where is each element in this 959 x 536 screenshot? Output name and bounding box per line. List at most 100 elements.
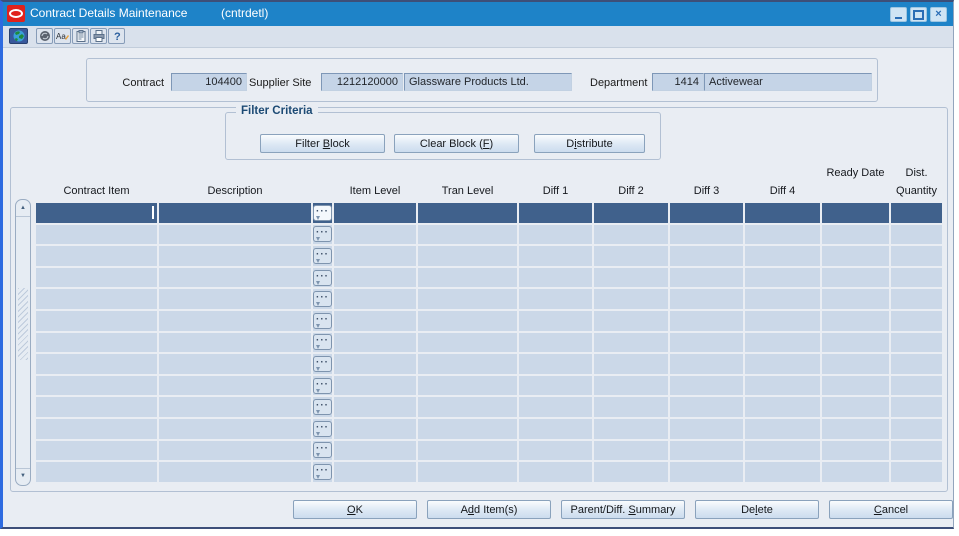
table-cell-description[interactable] — [159, 440, 311, 461]
table-cell-comment[interactable] — [313, 267, 332, 288]
table-cell-item-level[interactable] — [334, 310, 416, 331]
table-row[interactable] — [36, 267, 942, 288]
table-cell-contract-item[interactable] — [36, 440, 157, 461]
table-cell-dist-quantity[interactable] — [891, 332, 942, 353]
table-cell-diff-1[interactable] — [519, 440, 592, 461]
table-row[interactable] — [36, 375, 942, 396]
ok-button[interactable]: OK — [293, 500, 417, 519]
table-cell-diff-4[interactable] — [745, 267, 820, 288]
table-cell-description[interactable] — [159, 246, 311, 266]
table-cell-diff-1[interactable] — [519, 397, 592, 417]
table-cell-dist-quantity[interactable] — [891, 246, 942, 266]
table-cell-diff-2[interactable] — [594, 440, 668, 461]
parent-diff-summary-button[interactable]: Parent/Diff. Summary — [561, 500, 685, 519]
table-cell-ready-date[interactable] — [822, 224, 889, 245]
table-cell-diff-4[interactable] — [745, 332, 820, 353]
table-cell-ready-date[interactable] — [822, 203, 889, 223]
table-row[interactable] — [36, 332, 942, 353]
table-cell-comment[interactable] — [313, 332, 332, 353]
table-cell-diff-2[interactable] — [594, 462, 668, 482]
table-cell-dist-quantity[interactable] — [891, 375, 942, 396]
table-cell-diff-3[interactable] — [670, 354, 743, 374]
clear-block-button[interactable]: Clear Block (F) — [394, 134, 519, 153]
cancel-button[interactable]: Cancel — [829, 500, 953, 519]
supplier-site-name-field[interactable]: Glassware Products Ltd. — [404, 73, 572, 91]
table-cell-item-level[interactable] — [334, 224, 416, 245]
table-cell-tran-level[interactable] — [418, 397, 517, 417]
table-row[interactable] — [36, 354, 942, 374]
table-row[interactable] — [36, 397, 942, 417]
table-cell-diff-4[interactable] — [745, 375, 820, 396]
table-cell-diff-2[interactable] — [594, 418, 668, 439]
table-cell-item-level[interactable] — [334, 289, 416, 309]
table-cell-description[interactable] — [159, 289, 311, 309]
table-cell-diff-2[interactable] — [594, 354, 668, 374]
comment-bubble-icon[interactable] — [313, 377, 332, 394]
department-field[interactable]: 1414 — [652, 73, 704, 91]
table-cell-dist-quantity[interactable] — [891, 440, 942, 461]
table-cell-item-level[interactable] — [334, 462, 416, 482]
table-cell-item-level[interactable] — [334, 440, 416, 461]
table-cell-item-level[interactable] — [334, 418, 416, 439]
clipboard-icon[interactable] — [72, 28, 89, 44]
table-cell-contract-item[interactable] — [36, 354, 157, 374]
table-cell-ready-date[interactable] — [822, 375, 889, 396]
table-cell-item-level[interactable] — [334, 332, 416, 353]
table-cell-diff-1[interactable] — [519, 462, 592, 482]
table-cell-comment[interactable] — [313, 462, 332, 482]
table-cell-dist-quantity[interactable] — [891, 418, 942, 439]
table-cell-item-level[interactable] — [334, 203, 416, 223]
table-cell-diff-3[interactable] — [670, 462, 743, 482]
table-cell-comment[interactable] — [313, 289, 332, 309]
table-cell-description[interactable] — [159, 267, 311, 288]
table-cell-diff-2[interactable] — [594, 332, 668, 353]
table-cell-dist-quantity[interactable] — [891, 354, 942, 374]
comment-bubble-icon[interactable] — [313, 399, 332, 416]
table-cell-diff-1[interactable] — [519, 246, 592, 266]
comment-bubble-icon[interactable] — [313, 442, 332, 459]
table-cell-diff-1[interactable] — [519, 418, 592, 439]
table-cell-diff-3[interactable] — [670, 203, 743, 223]
table-cell-tran-level[interactable] — [418, 203, 517, 223]
table-cell-tran-level[interactable] — [418, 246, 517, 266]
table-cell-diff-4[interactable] — [745, 203, 820, 223]
table-cell-contract-item[interactable] — [36, 203, 157, 223]
table-cell-comment[interactable] — [313, 224, 332, 245]
table-cell-tran-level[interactable] — [418, 224, 517, 245]
table-cell-description[interactable] — [159, 354, 311, 374]
close-button[interactable]: × — [930, 7, 947, 22]
table-cell-comment[interactable] — [313, 354, 332, 374]
scroll-up-icon[interactable]: ▲ — [16, 201, 30, 217]
table-row[interactable] — [36, 440, 942, 461]
filter-block-button[interactable]: Filter Block — [260, 134, 385, 153]
table-cell-description[interactable] — [159, 375, 311, 396]
table-cell-description[interactable] — [159, 310, 311, 331]
table-cell-comment[interactable] — [313, 418, 332, 439]
table-cell-tran-level[interactable] — [418, 332, 517, 353]
table-cell-diff-3[interactable] — [670, 397, 743, 417]
table-cell-contract-item[interactable] — [36, 310, 157, 331]
table-cell-diff-3[interactable] — [670, 418, 743, 439]
table-cell-item-level[interactable] — [334, 267, 416, 288]
minimize-button[interactable] — [890, 7, 907, 22]
table-scrollbar[interactable]: ▲ ▼ — [15, 199, 31, 486]
table-cell-diff-4[interactable] — [745, 310, 820, 331]
table-cell-ready-date[interactable] — [822, 397, 889, 417]
table-cell-diff-1[interactable] — [519, 203, 592, 223]
table-row[interactable] — [36, 418, 942, 439]
table-cell-tran-level[interactable] — [418, 289, 517, 309]
refresh-icon[interactable] — [36, 28, 53, 44]
table-cell-ready-date[interactable] — [822, 289, 889, 309]
comment-bubble-icon[interactable] — [313, 355, 332, 372]
help-icon[interactable]: ? — [108, 28, 125, 44]
table-row[interactable] — [36, 462, 942, 482]
table-cell-contract-item[interactable] — [36, 267, 157, 288]
table-cell-diff-4[interactable] — [745, 224, 820, 245]
table-cell-dist-quantity[interactable] — [891, 397, 942, 417]
delete-button[interactable]: Delete — [695, 500, 819, 519]
table-cell-diff-4[interactable] — [745, 462, 820, 482]
table-cell-tran-level[interactable] — [418, 375, 517, 396]
table-cell-diff-2[interactable] — [594, 203, 668, 223]
table-cell-item-level[interactable] — [334, 397, 416, 417]
table-cell-diff-3[interactable] — [670, 224, 743, 245]
